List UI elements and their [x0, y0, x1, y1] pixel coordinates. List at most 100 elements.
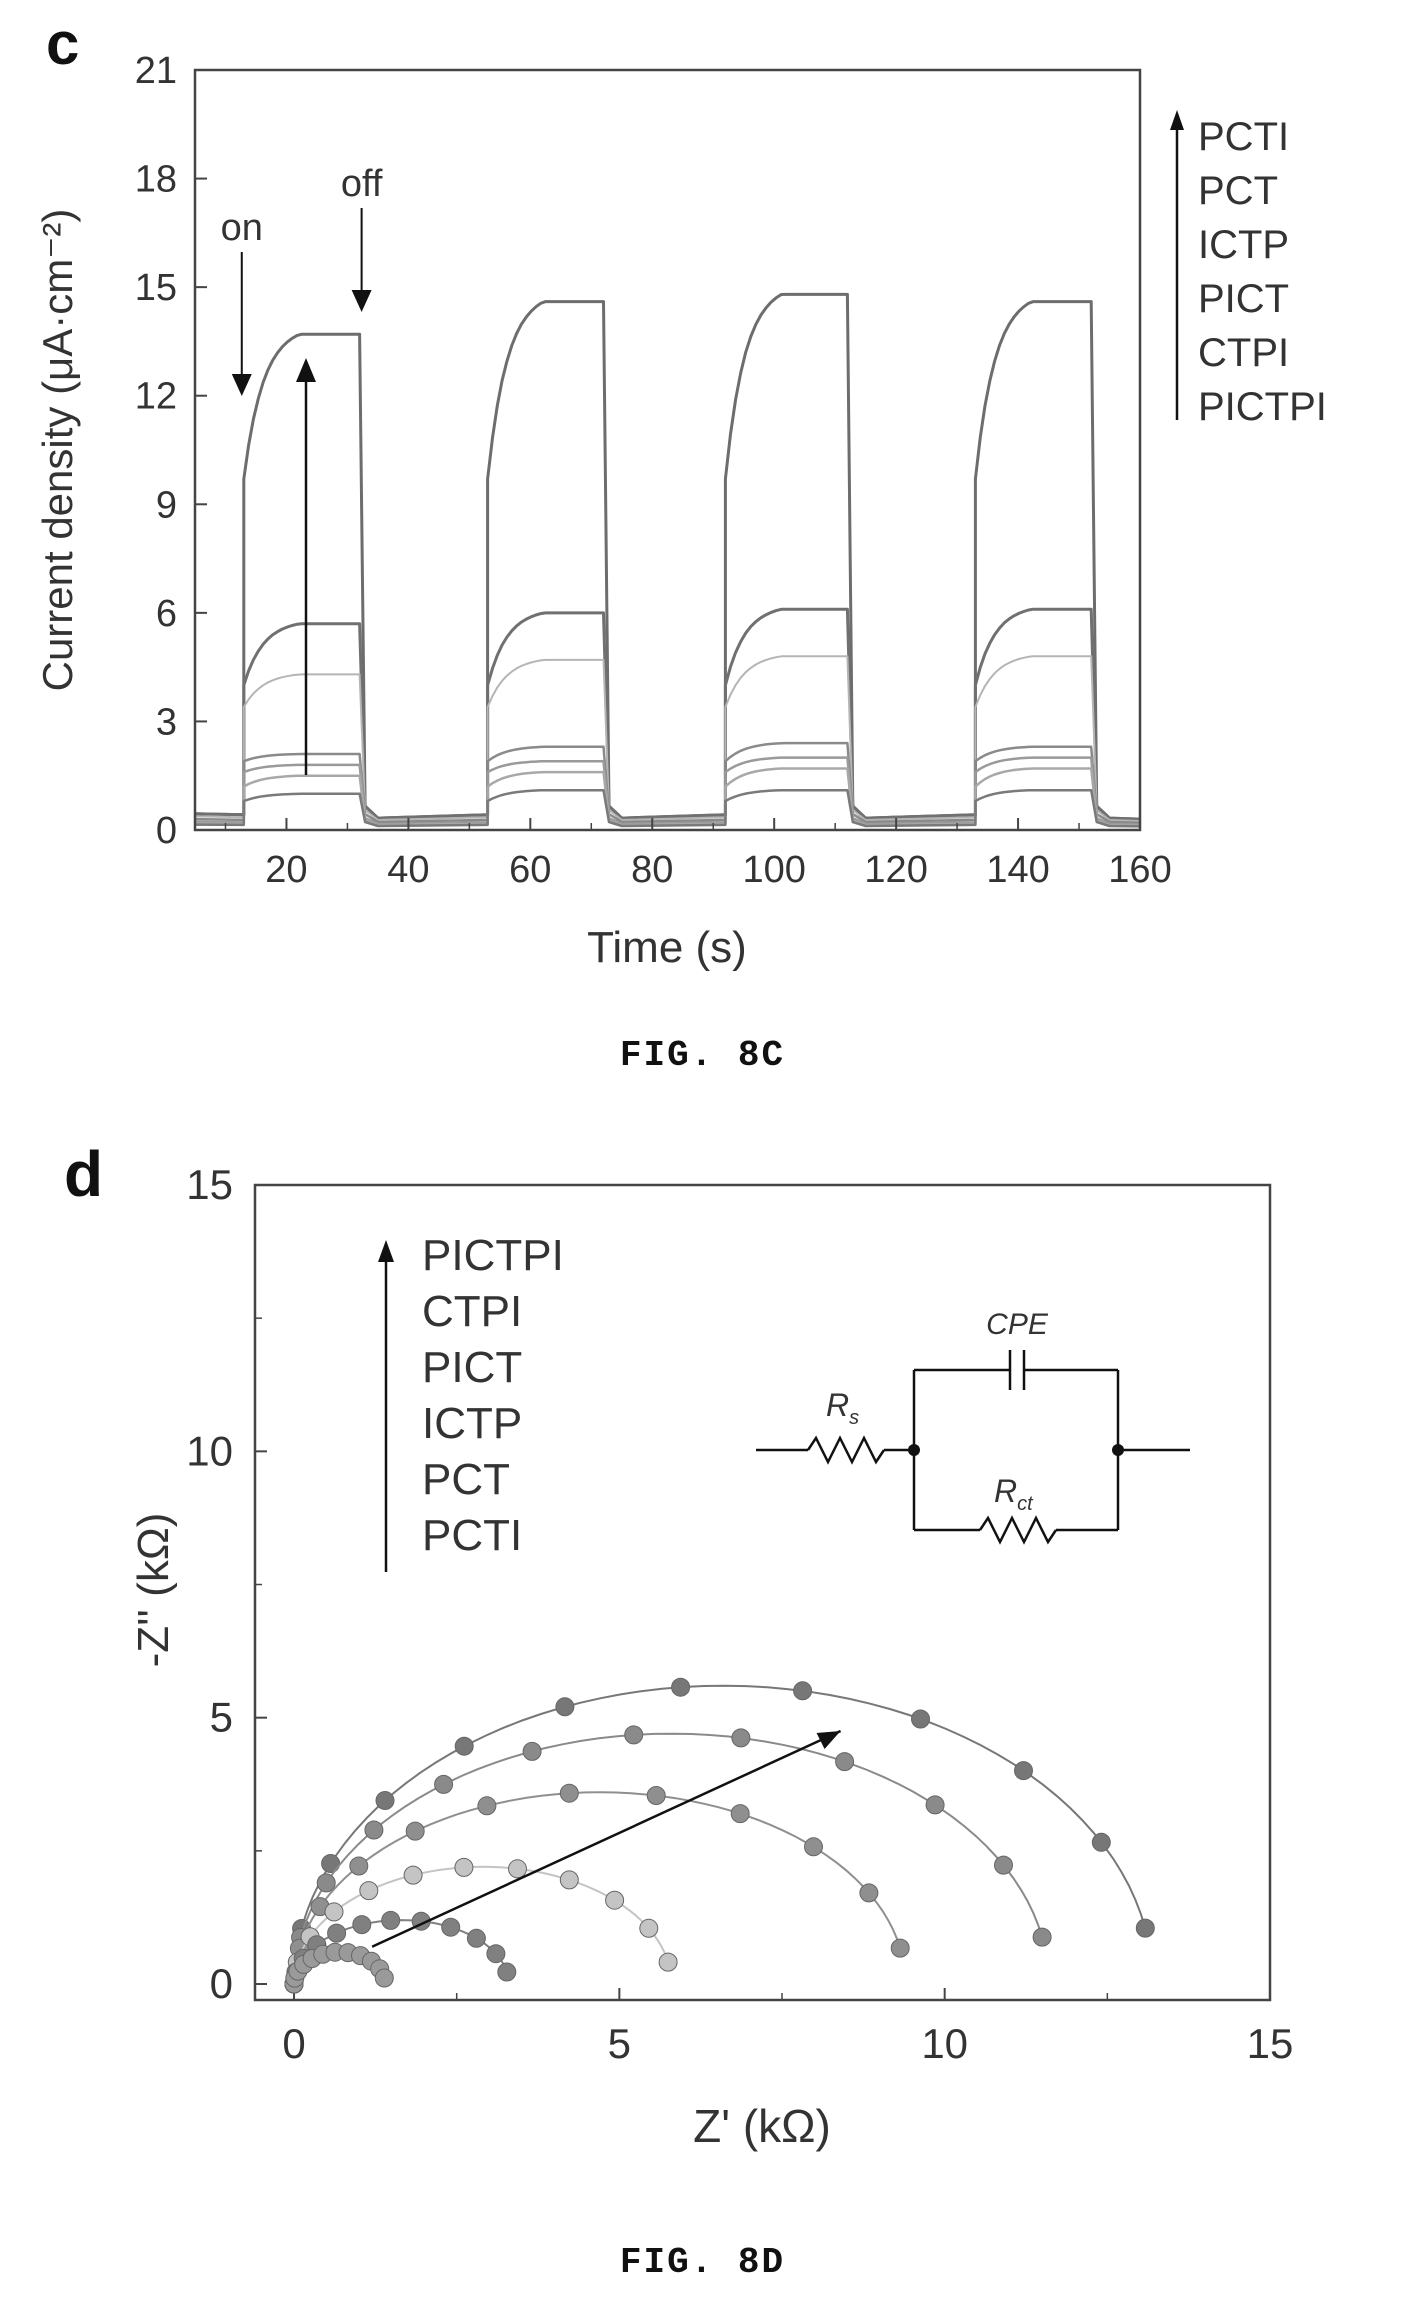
data-point-d — [1135, 1918, 1155, 1938]
y-tick-label-c: 12 — [135, 376, 177, 418]
y-tick-label-c: 0 — [156, 810, 177, 852]
data-point-d — [374, 1968, 394, 1988]
data-point-d — [466, 1928, 486, 1948]
legend-entry-c: PICTPI — [1198, 385, 1327, 429]
series-line-c — [194, 788, 1141, 828]
data-point-d — [658, 1952, 678, 1972]
data-point-d — [454, 1857, 474, 1877]
circuit-inset-d: Rs Rct CPE — [756, 1308, 1190, 1545]
legend-entry-d: CTPI — [422, 1287, 522, 1336]
y-tick-label-c: 18 — [135, 159, 177, 201]
y-tick-label-d: 15 — [186, 1161, 233, 1208]
legend-d: PICTPI CTPI PICT ICTP PCT PCTI — [378, 1231, 564, 1572]
data-point-d — [486, 1944, 506, 1964]
y-tick-label-c: 15 — [135, 267, 177, 309]
data-point-d — [1091, 1832, 1111, 1852]
data-point-d — [624, 1725, 644, 1745]
x-tick-label-c: 20 — [265, 849, 307, 891]
data-point-d — [403, 1865, 423, 1885]
legend-entry-c: PCT — [1198, 169, 1278, 213]
resistor-rs — [806, 1435, 886, 1465]
x-tick-label-c: 120 — [864, 849, 927, 891]
data-point-d — [835, 1752, 855, 1772]
data-point-d — [859, 1883, 879, 1903]
y-tick-label-c: 9 — [156, 484, 177, 526]
series-line-c — [194, 655, 1141, 822]
trend-arrow-d — [371, 1729, 842, 1948]
data-point-d — [405, 1821, 425, 1841]
legend-entry-d: PCT — [422, 1455, 510, 1504]
fit-curve-d — [293, 1732, 1044, 1985]
axes-group-d: 0 5 10 15 0 5 10 15 — [186, 1161, 1293, 2067]
series-line-c — [194, 741, 1141, 825]
x-tick-label-c: 160 — [1108, 849, 1171, 891]
data-point-d — [324, 1902, 344, 1922]
trend-arrowhead-d — [816, 1730, 841, 1749]
panel-d: d 0 5 10 15 0 5 10 15 Z' (kΩ) -Z'' (kΩ) PICTPI C… — [0, 1130, 1405, 2309]
axes-group-c: 20 40 60 80 100 120 140 160 0 3 6 9 12 15 18 21 — [135, 50, 1172, 891]
data-point-d — [381, 1910, 401, 1930]
legend-arrowhead-c — [1170, 110, 1184, 130]
legend-entry-d: PICTPI — [422, 1231, 564, 1280]
data-point-d — [441, 1917, 461, 1937]
series-group-c — [194, 292, 1141, 828]
y-tick-label-c: 3 — [156, 701, 177, 743]
label-rs-sub: s — [849, 1407, 859, 1429]
data-point-d — [731, 1728, 751, 1748]
resistor-rct — [978, 1515, 1058, 1545]
data-point-d — [994, 1855, 1013, 1875]
annotation-on: on — [221, 207, 263, 249]
x-tick-label-c: 140 — [986, 849, 1049, 891]
series-line-c — [194, 292, 1141, 821]
x-tick-label-d: 0 — [282, 2020, 305, 2067]
x-axis-label-c: Time (s) — [587, 923, 747, 972]
legend-entry-d: PCTI — [422, 1511, 522, 1560]
panel-c: c 20 40 60 80 100 120 140 160 0 3 6 9 12 15 18 21 Time … — [0, 0, 1405, 1130]
y-tick-label-c: 21 — [135, 50, 177, 92]
data-point-d — [359, 1881, 379, 1901]
series-group-d — [284, 1677, 1155, 1994]
label-cpe: CPE — [986, 1308, 1049, 1341]
data-point-d — [375, 1791, 395, 1810]
y-tick-label-c: 6 — [156, 593, 177, 635]
legend-arrowhead-d — [378, 1240, 394, 1262]
x-tick-label-c: 40 — [387, 849, 429, 891]
y-tick-label-d: 5 — [210, 1694, 233, 1741]
label-rs: Rs — [826, 1387, 859, 1429]
data-point-d — [925, 1795, 945, 1815]
data-point-d — [327, 1923, 347, 1943]
y-axis-label-d: -Z'' (kΩ) — [129, 1513, 178, 1668]
annotation-off-arrowhead — [351, 290, 372, 312]
legend-entry-c: PCTI — [1198, 115, 1289, 159]
trend-arrowhead-c — [296, 358, 316, 382]
data-point-d — [804, 1837, 823, 1857]
y-tick-label-d: 0 — [210, 1960, 233, 2007]
plot-frame-d — [253, 1183, 1272, 2002]
figure-caption-c: FIG. 8C — [619, 1035, 786, 1076]
series-line-c — [194, 607, 1141, 821]
data-point-d — [1014, 1761, 1033, 1781]
annotations-c: on off — [221, 163, 383, 775]
annotation-off: off — [341, 163, 383, 205]
data-point-d — [639, 1918, 659, 1938]
data-point-d — [497, 1962, 517, 1982]
data-point-d — [605, 1890, 625, 1910]
legend-entry-d: PICT — [422, 1343, 522, 1392]
data-point-d — [522, 1741, 542, 1761]
x-tick-label-c: 100 — [742, 849, 805, 891]
chart-c: c 20 40 60 80 100 120 140 160 0 3 6 9 12 15 18 21 Time … — [34, 10, 1327, 972]
label-rct-sub: ct — [1017, 1493, 1034, 1515]
series-line-c — [194, 756, 1141, 826]
legend-entry-c: ICTP — [1198, 223, 1289, 267]
plot-frame-c — [193, 68, 1142, 832]
data-point-d — [911, 1709, 930, 1729]
legend-entry-c: CTPI — [1198, 331, 1289, 375]
legend-entry-c: PICT — [1198, 277, 1289, 321]
data-point-d — [559, 1783, 579, 1803]
panel-label-d: d — [64, 1138, 103, 1210]
x-tick-label-c: 60 — [509, 849, 551, 891]
x-tick-label-d: 10 — [921, 2020, 968, 2067]
panel-label-c: c — [46, 10, 79, 77]
data-point-d — [890, 1938, 910, 1958]
